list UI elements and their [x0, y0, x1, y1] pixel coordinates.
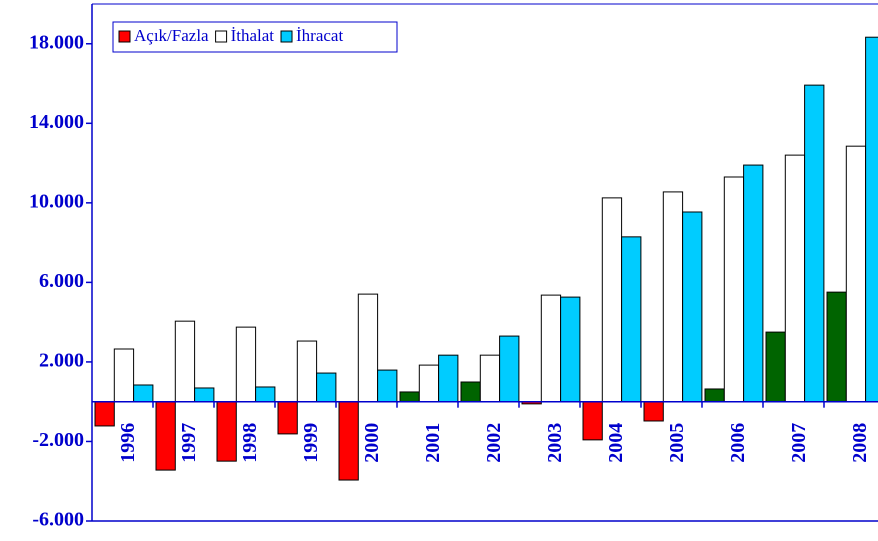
- legend-swatch: [118, 30, 131, 43]
- legend-swatch: [215, 30, 228, 43]
- bar: [216, 401, 237, 462]
- legend: Açık/Fazla İthalat İhracat: [112, 21, 398, 53]
- bar: [723, 176, 745, 403]
- bar: [133, 384, 154, 403]
- bar: [296, 340, 318, 403]
- y-tick-label: 10.000: [29, 190, 84, 212]
- bar: [560, 296, 581, 403]
- bar: [338, 401, 359, 481]
- bar: [643, 401, 664, 422]
- legend-swatch: [280, 30, 293, 43]
- bar: [255, 386, 276, 403]
- y-tick-label: -6.000: [32, 509, 84, 531]
- bar: [438, 354, 459, 403]
- bar: [94, 401, 115, 427]
- x-tick-label: 1996: [117, 423, 139, 463]
- bar: [194, 387, 215, 403]
- bar: [826, 291, 847, 403]
- legend-label: İhracat: [296, 26, 343, 45]
- legend-label: İthalat: [231, 26, 275, 45]
- bar: [418, 364, 440, 403]
- bar: [601, 197, 623, 403]
- y-tick-label: -2.000: [32, 429, 84, 451]
- x-tick-label: 2006: [727, 423, 749, 463]
- x-tick-label: 2001: [422, 423, 444, 463]
- bar: [377, 369, 398, 403]
- x-tick-label: 2002: [483, 423, 505, 463]
- y-tick-label: 2.000: [39, 350, 84, 372]
- legend-label: Açık/Fazla: [134, 26, 209, 45]
- bar: [743, 164, 764, 403]
- x-tick-label: 1998: [239, 423, 261, 463]
- x-tick-label: 2004: [605, 423, 627, 463]
- bar: [155, 401, 176, 471]
- bar: [621, 236, 642, 403]
- bar: [357, 293, 379, 403]
- y-tick-label: 18.000: [29, 31, 84, 53]
- x-tick-label: 2005: [666, 423, 688, 463]
- x-tick-label: 2008: [849, 423, 871, 463]
- bar: [765, 331, 786, 403]
- x-tick-label: 1999: [300, 423, 322, 463]
- x-tick-label: 2000: [361, 423, 383, 463]
- bar: [316, 372, 337, 403]
- x-tick-label: 1997: [178, 423, 200, 463]
- bar: [845, 145, 867, 403]
- bar: [235, 326, 257, 403]
- bar: [704, 388, 725, 403]
- bar: [174, 320, 196, 403]
- bar: [784, 154, 806, 403]
- bar: [499, 335, 520, 403]
- y-tick-label: 6.000: [39, 270, 84, 292]
- bar: [682, 211, 703, 403]
- bar: [865, 36, 878, 403]
- bar: [277, 401, 298, 435]
- y-tick-label: 14.000: [29, 111, 84, 133]
- bar: [113, 348, 135, 403]
- x-tick-label: 2007: [788, 423, 810, 463]
- bar: [582, 401, 603, 441]
- bar: [662, 191, 684, 403]
- bar: [479, 354, 501, 403]
- bar: [399, 391, 420, 403]
- legend-box: [112, 21, 398, 53]
- bar: [460, 381, 481, 403]
- x-tick-label: 2003: [544, 423, 566, 463]
- bar: [540, 294, 562, 403]
- bar: [804, 84, 825, 403]
